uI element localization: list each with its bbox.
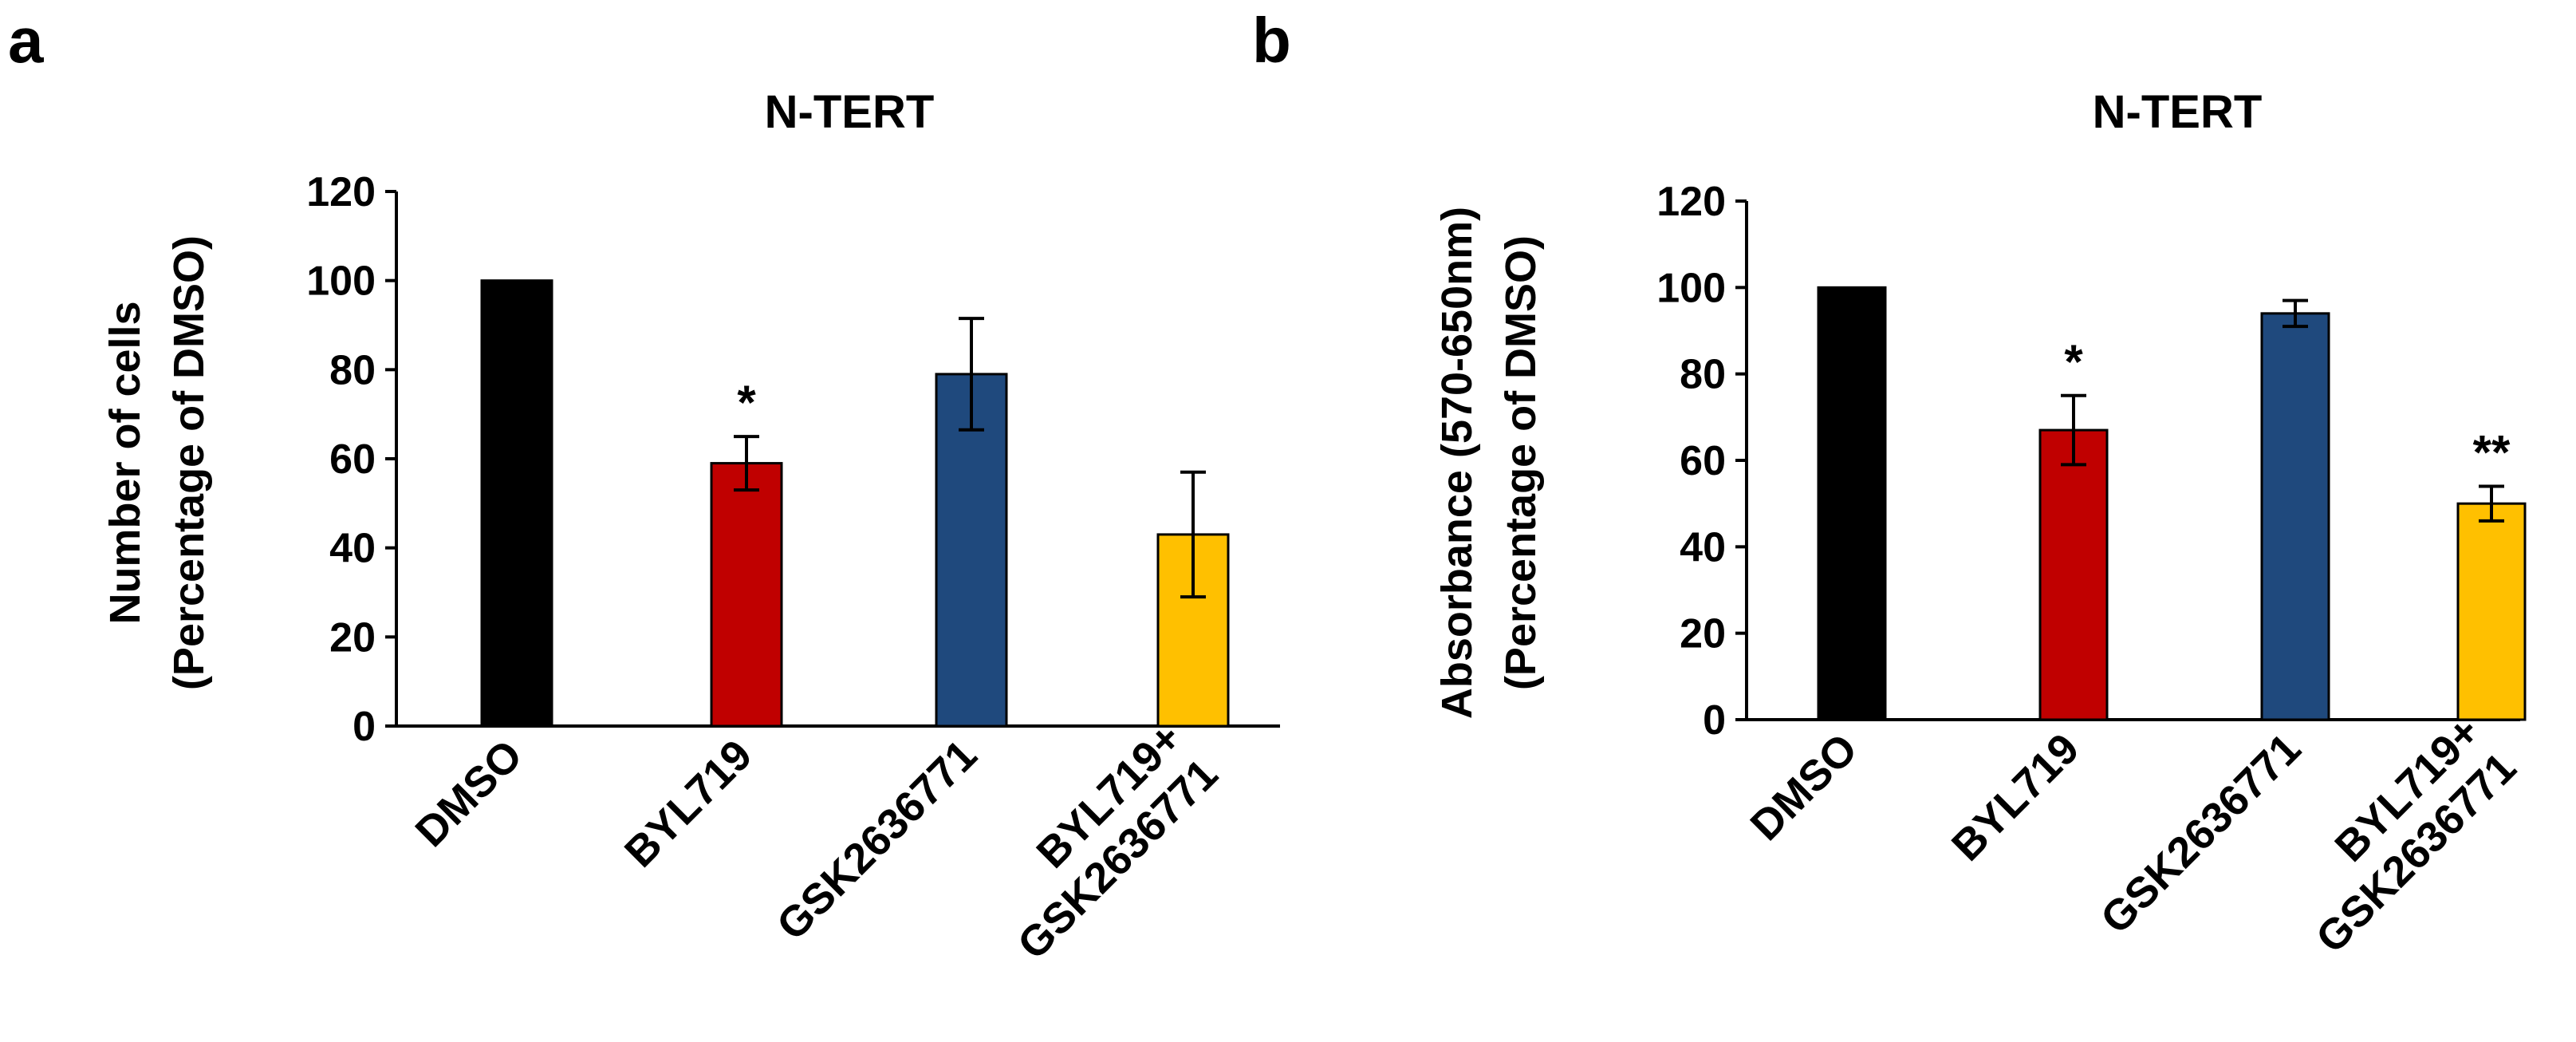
x-tick-label: BYL719+GSK2636771 <box>2271 708 2525 962</box>
y-axis-label-line: Number of cells <box>101 301 149 624</box>
panel-b: b N-TERT Absorbance (570-650nm) (Percentage… <box>1252 5 2527 962</box>
y-tick-label: 80 <box>329 347 376 393</box>
panel-a: a N-TERT Number of cells (Percentage of DMS… <box>8 5 1280 969</box>
bar <box>2038 428 2109 721</box>
y-tick-label: 20 <box>1680 611 1726 657</box>
x-tick-label: GSK2636771 <box>2092 724 2310 943</box>
x-tick-label: DMSO <box>1742 724 1867 850</box>
x-tick-label-line: BYL719 <box>616 731 762 877</box>
panel-label: b <box>1252 5 1291 76</box>
y-tick-label: 80 <box>1680 352 1726 398</box>
bar <box>1817 286 1887 721</box>
chart-title: N-TERT <box>2093 86 2263 138</box>
significance-marker: * <box>2064 335 2083 389</box>
bar <box>2456 502 2527 721</box>
x-tick-label: DMSO <box>407 731 532 856</box>
significance-marker: ** <box>2473 426 2511 480</box>
x-tick-label: BYL719+GSK2636771 <box>972 714 1227 969</box>
y-tick-label: 40 <box>329 526 376 572</box>
bar <box>710 462 783 728</box>
y-tick-label: 20 <box>329 614 376 661</box>
y-tick-label: 60 <box>1680 438 1726 484</box>
y-tick-label: 120 <box>306 169 376 215</box>
y-tick-label: 0 <box>353 704 376 750</box>
y-tick-label: 40 <box>1680 524 1726 570</box>
y-tick-label: 100 <box>1656 265 1726 311</box>
x-tick-label-line: GSK2636771 <box>768 731 987 949</box>
x-tick-label: GSK2636771 <box>768 731 987 949</box>
y-axis-label-line: Absorbance (570-650nm) <box>1433 207 1481 719</box>
x-tick-label: BYL719 <box>616 731 762 877</box>
bar <box>935 373 1008 728</box>
significance-marker: * <box>737 376 756 429</box>
x-tick-label-line: GSK2636771 <box>2092 724 2310 943</box>
x-tick-label-line: BYL719 <box>1943 724 2089 870</box>
y-axis-label-line: (Percentage of DMSO) <box>1497 235 1545 690</box>
chart-title: N-TERT <box>765 86 935 138</box>
x-tick-label: BYL719 <box>1943 724 2089 870</box>
panel-label: a <box>8 5 44 76</box>
bar <box>2260 312 2330 721</box>
x-tick-label-line: DMSO <box>407 731 532 856</box>
y-tick-label: 100 <box>306 259 376 305</box>
y-axis-label-line: (Percentage of DMSO) <box>165 235 213 690</box>
y-tick-label: 120 <box>1656 179 1726 225</box>
y-tick-label: 0 <box>1703 697 1726 744</box>
y-tick-label: 60 <box>329 436 376 483</box>
x-tick-label-line: DMSO <box>1742 724 1867 850</box>
bar <box>480 279 553 728</box>
